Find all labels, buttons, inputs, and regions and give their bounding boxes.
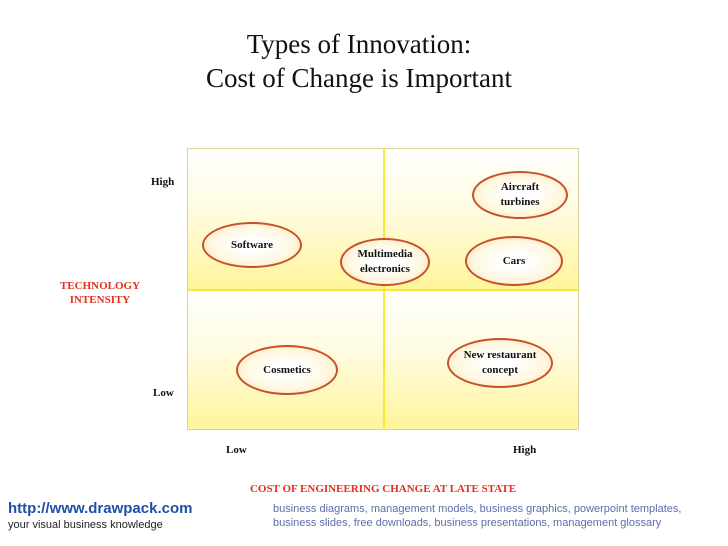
bubble-multimedia-electronics: Multimedia electronics [340, 238, 430, 286]
y-axis-title: TECHNOLOGY INTENSITY [50, 279, 150, 307]
bubble-software: Software [202, 222, 302, 268]
y-axis-low-label: Low [153, 387, 174, 399]
vertical-divider [383, 148, 385, 430]
footer-description: business diagrams, management models, bu… [273, 503, 682, 529]
y-axis-title-line-2: INTENSITY [69, 294, 131, 306]
footer-website-link[interactable]: http://www.drawpack.com [8, 500, 193, 517]
x-axis-low-label: Low [226, 444, 247, 456]
bubble-aircraft-turbines: Aircraft turbines [472, 171, 568, 219]
x-axis-title: COST OF ENGINEERING CHANGE AT LATE STATE [249, 483, 517, 495]
y-axis-title-line-1: TECHNOLOGY [59, 280, 141, 292]
bubble-cars: Cars [465, 236, 563, 286]
title-line-2: Cost of Change is Important [206, 63, 512, 93]
title-line-1: Types of Innovation: [246, 29, 472, 59]
y-axis-high-label: High [151, 176, 175, 188]
bubble-new-restaurant-concept: New restaurant concept [447, 338, 553, 388]
bubble-cosmetics: Cosmetics [236, 345, 338, 395]
footer-tagline: your visual business knowledge [8, 519, 163, 531]
x-axis-high-label: High [513, 444, 537, 456]
